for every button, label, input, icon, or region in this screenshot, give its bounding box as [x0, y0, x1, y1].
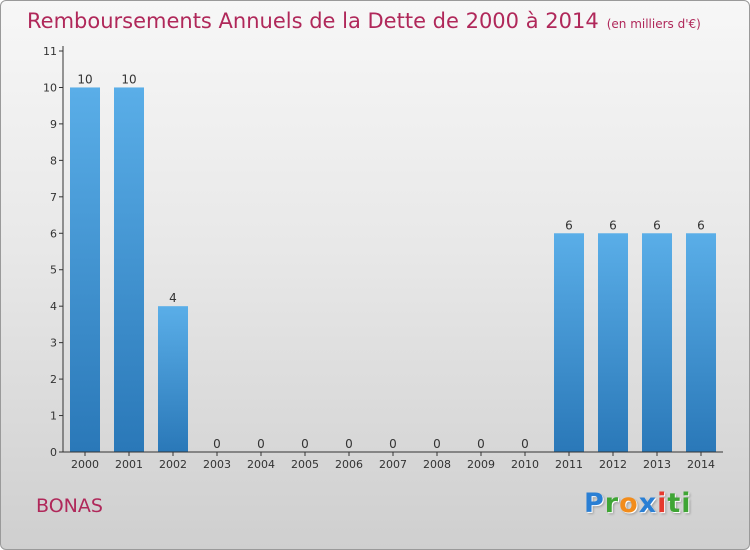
bar-value-label: 6	[565, 218, 573, 232]
y-tick-label: 0	[50, 446, 57, 459]
chart-title-text: Remboursements Annuels de la Dette de 20…	[27, 9, 599, 33]
x-tick-label: 2011	[555, 458, 583, 471]
logo-letter: P	[584, 488, 605, 519]
bar	[114, 87, 144, 453]
x-tick-label: 2005	[291, 458, 319, 471]
bar	[642, 233, 672, 452]
y-tick-label: 7	[50, 191, 57, 204]
bar-value-label: 6	[697, 218, 705, 232]
bar	[158, 306, 188, 452]
logo-letter: o	[619, 488, 639, 519]
logo-letter: x	[638, 488, 658, 519]
bar-value-label: 6	[609, 218, 617, 232]
x-tick-label: 2006	[335, 458, 363, 471]
y-tick-label: 9	[50, 118, 57, 131]
y-tick-label: 10	[43, 81, 57, 94]
bar-value-label: 0	[521, 437, 529, 451]
bar-value-label: 0	[213, 437, 221, 451]
bar-value-label: 0	[301, 437, 309, 451]
bar-value-label: 4	[169, 291, 177, 305]
x-tick-label: 2008	[423, 458, 451, 471]
y-tick-label: 11	[43, 45, 57, 58]
bar-value-label: 10	[77, 72, 92, 86]
x-tick-label: 2007	[379, 458, 407, 471]
x-tick-label: 2003	[203, 458, 231, 471]
bar	[554, 233, 584, 452]
y-tick-label: 1	[50, 410, 57, 423]
town-name: BONAS	[36, 495, 103, 517]
bar	[686, 233, 716, 452]
x-tick-label: 2009	[467, 458, 495, 471]
y-tick-label: 2	[50, 373, 57, 386]
bar-value-label: 0	[345, 437, 353, 451]
bar	[70, 87, 100, 453]
bar-value-label: 0	[257, 437, 265, 451]
bar-value-label: 0	[433, 437, 441, 451]
y-tick-label: 5	[50, 264, 57, 277]
y-tick-label: 8	[50, 154, 57, 167]
x-tick-label: 2001	[115, 458, 143, 471]
logo-letter: r	[604, 488, 620, 519]
x-tick-label: 2012	[599, 458, 627, 471]
logo-letter: ti	[667, 488, 692, 519]
x-tick-label: 2014	[687, 458, 715, 471]
bar	[598, 233, 628, 452]
bar-value-label: 10	[121, 72, 136, 86]
x-tick-label: 2013	[643, 458, 671, 471]
proxiti-logo: Proxiti	[584, 488, 692, 519]
x-tick-label: 2010	[511, 458, 539, 471]
chart-subtitle: (en milliers d'€)	[606, 17, 701, 31]
y-tick-label: 6	[50, 227, 57, 240]
bar-value-label: 0	[389, 437, 397, 451]
x-tick-label: 2000	[71, 458, 99, 471]
y-tick-label: 4	[50, 300, 57, 313]
chart-title: Remboursements Annuels de la Dette de 20…	[27, 9, 701, 33]
bar-value-label: 0	[477, 437, 485, 451]
x-tick-label: 2004	[247, 458, 275, 471]
logo-letter: i	[657, 488, 668, 519]
bar-value-label: 6	[653, 218, 661, 232]
y-tick-label: 3	[50, 337, 57, 350]
x-tick-label: 2002	[159, 458, 187, 471]
